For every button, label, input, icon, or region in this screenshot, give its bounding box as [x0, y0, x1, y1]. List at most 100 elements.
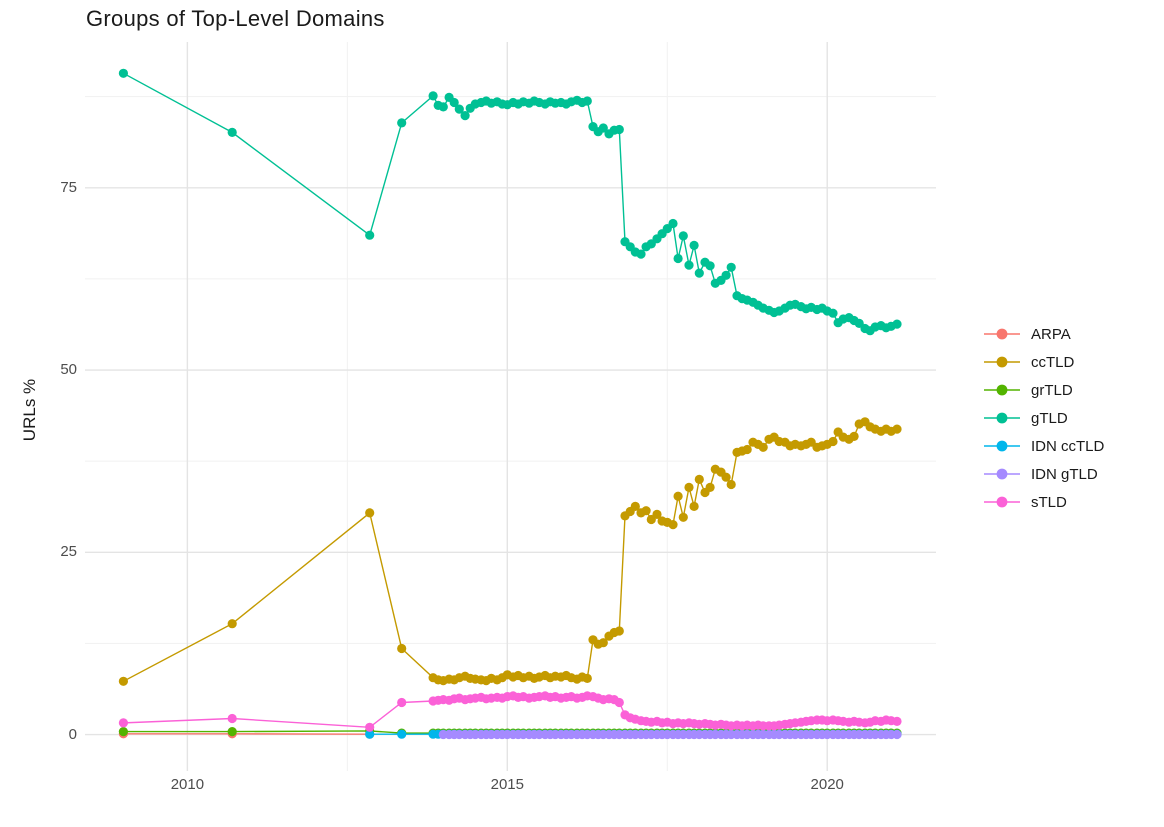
data-point-gtld [582, 96, 592, 106]
legend-key-gtld [984, 412, 1020, 424]
data-point-idn-cctld [365, 729, 375, 739]
data-point-cctld [892, 424, 902, 434]
data-point-stld [227, 713, 237, 724]
chart-title: Groups of Top-Level Domains [86, 6, 385, 31]
legend-label-idn-gtld: IDN gTLD [1031, 465, 1098, 483]
data-point-gtld [365, 230, 375, 240]
data-point-gtld [673, 253, 683, 264]
legend-key-stld [984, 496, 1020, 508]
legend-label-arpa: ARPA [1031, 325, 1071, 343]
data-point-gtld [678, 231, 688, 241]
x-tick-label-2015: 2015 [490, 776, 524, 793]
legend-key-cctld [984, 356, 1020, 368]
data-point-cctld [694, 474, 704, 484]
data-point-gtld [454, 104, 464, 114]
legend-item-cctld: ccTLD [984, 348, 1104, 376]
data-point-cctld [721, 472, 731, 482]
data-point-grtld [118, 727, 128, 737]
data-point-gtld [694, 268, 704, 278]
legend-key-idn-cctld [984, 440, 1020, 452]
data-point-gtld [227, 127, 237, 137]
series-idn-gtld [438, 729, 902, 740]
data-point-cctld [641, 506, 651, 516]
data-point-gtld [721, 270, 731, 280]
data-point-cctld [726, 479, 736, 490]
data-point-cctld [614, 626, 624, 636]
y-tick-label-0: 0 [68, 725, 77, 743]
data-point-gtld [726, 262, 736, 272]
data-point-gtld [636, 249, 646, 259]
data-point-gtld [460, 111, 470, 121]
legend-key-dot [996, 496, 1008, 508]
legend-key-idn-gtld [984, 468, 1020, 480]
data-point-cctld [668, 520, 678, 530]
data-point-gtld [438, 102, 448, 112]
data-point-cctld [705, 482, 715, 492]
series-gtld [118, 68, 902, 336]
data-point-gtld [614, 124, 624, 135]
y-tick-label-50: 50 [60, 361, 77, 379]
data-point-cctld [582, 673, 592, 684]
legend-key-grtld [984, 384, 1020, 396]
data-point-cctld [630, 501, 640, 511]
legend-item-gtld: gTLD [984, 404, 1104, 432]
legend-key-dot [996, 384, 1008, 396]
legend-key-dot [996, 328, 1008, 340]
legend-key-dot [996, 356, 1008, 368]
gridlines-minor [85, 42, 936, 771]
legend-label-idn-cctld: IDN ccTLD [1031, 437, 1105, 455]
data-point-cctld [684, 482, 694, 492]
data-point-cctld [742, 444, 752, 455]
series-cctld [118, 417, 902, 686]
data-point-stld [614, 697, 624, 708]
data-point-idn-gtld [892, 729, 902, 740]
data-point-gtld [892, 319, 902, 329]
data-point-idn-cctld [397, 729, 407, 739]
legend-key-dot [996, 412, 1008, 424]
data-point-gtld [118, 68, 128, 78]
data-point-gtld [684, 260, 694, 270]
data-point-stld [118, 718, 128, 728]
data-point-cctld [689, 501, 699, 511]
data-point-cctld [758, 442, 768, 452]
data-point-cctld [849, 431, 859, 441]
data-point-gtld [397, 118, 407, 128]
data-point-gtld [598, 123, 608, 133]
data-point-cctld [227, 619, 237, 629]
y-tick-label-25: 25 [60, 543, 77, 561]
gridlines-major [85, 42, 936, 771]
legend-item-idn-gtld: IDN gTLD [984, 460, 1104, 488]
data-point-cctld [598, 638, 608, 648]
data-point-cctld [652, 509, 662, 519]
data-point-grtld [227, 727, 237, 737]
data-point-stld [892, 716, 902, 727]
legend: ARPA ccTLD grTLD gTLD IDN ccTLD IDN gTLD sTLD [984, 320, 1104, 516]
legend-label-grtld: grTLD [1031, 381, 1073, 399]
legend-label-cctld: ccTLD [1031, 353, 1075, 371]
data-point-cctld [678, 512, 688, 522]
data-point-stld [397, 697, 407, 708]
data-point-cctld [828, 436, 838, 447]
legend-key-dot [996, 440, 1008, 452]
data-point-gtld [705, 261, 715, 271]
data-point-gtld [828, 308, 838, 318]
data-point-gtld [428, 91, 438, 101]
x-tick-label-2010: 2010 [170, 776, 205, 793]
data-point-cctld [673, 491, 683, 501]
data-point-gtld [668, 218, 678, 229]
series-line-gtld [123, 72, 898, 332]
data-point-cctld [118, 676, 128, 686]
legend-key-dot [996, 468, 1008, 480]
legend-item-grtld: grTLD [984, 376, 1104, 404]
legend-item-stld: sTLD [984, 488, 1104, 516]
series-stld [118, 691, 902, 732]
y-tick-label-75: 75 [60, 178, 77, 196]
data-point-gtld [449, 97, 459, 108]
legend-key-arpa [984, 328, 1020, 340]
data-point-gtld [689, 240, 699, 250]
legend-item-arpa: ARPA [984, 320, 1104, 348]
data-point-stld [365, 722, 375, 732]
legend-label-stld: sTLD [1031, 493, 1067, 511]
